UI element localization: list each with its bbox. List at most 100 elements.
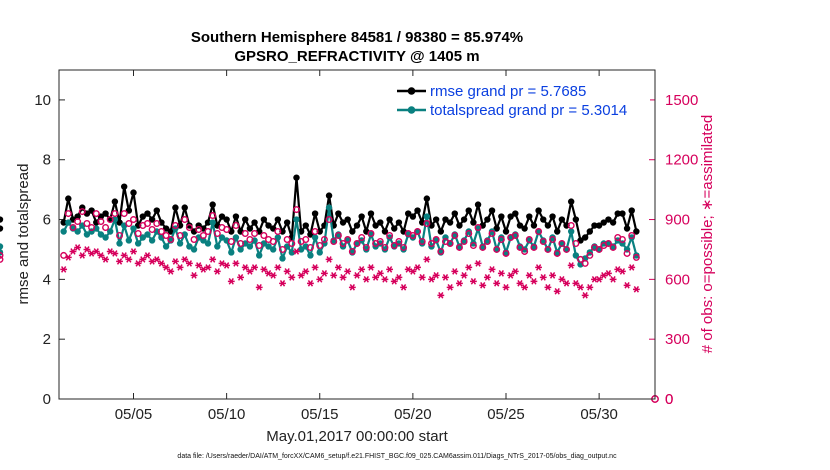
- data-point: [465, 207, 472, 214]
- data-point: [633, 228, 640, 235]
- data-point: [246, 243, 254, 250]
- data-point: [65, 219, 72, 226]
- data-point: [535, 207, 542, 214]
- data-point-possible: [632, 253, 640, 261]
- data-point: [372, 222, 379, 229]
- data-point-assimilated: [78, 252, 86, 259]
- data-point: [74, 228, 81, 235]
- data-point-possible: [567, 222, 575, 230]
- data-point: [204, 219, 212, 226]
- data-point-assimilated: [302, 268, 310, 275]
- data-file-footnote: data file: /Users/raeder/DAI/ATM_forcXX/…: [177, 453, 617, 460]
- data-point: [540, 216, 547, 223]
- data-point-assimilated: [418, 274, 426, 281]
- data-point: [554, 228, 561, 235]
- data-point-assimilated: [479, 282, 487, 289]
- data-point: [0, 216, 4, 223]
- data-point-assimilated: [172, 258, 179, 265]
- data-point-possible: [353, 239, 361, 247]
- data-point-possible: [381, 243, 389, 251]
- data-point-assimilated: [293, 248, 300, 255]
- series-line: [62, 206, 638, 266]
- data-point: [316, 249, 323, 256]
- data-point-assimilated: [442, 274, 449, 281]
- data-point: [311, 210, 319, 217]
- data-point-assimilated: [428, 276, 435, 283]
- data-point-possible: [311, 228, 319, 236]
- data-point-possible: [181, 216, 189, 224]
- data-point-assimilated: [507, 272, 515, 279]
- data-point: [549, 213, 556, 220]
- data-point-assimilated: [288, 274, 296, 281]
- data-point-assimilated: [572, 280, 580, 287]
- y-tick-label: 4: [43, 271, 51, 288]
- data-point-possible: [167, 235, 175, 243]
- data-point: [339, 219, 347, 226]
- data-point-assimilated: [125, 256, 133, 263]
- data-point-assimilated: [437, 291, 445, 299]
- data-point-assimilated: [241, 264, 249, 271]
- data-point-assimilated: [316, 276, 324, 283]
- chart-subtitle: GPSRO_REFRACTIVITY @ 1405 m: [234, 48, 479, 65]
- data-point-assimilated: [414, 264, 421, 271]
- data-point: [0, 225, 4, 232]
- data-point-assimilated: [605, 270, 612, 277]
- y2-tick-label: 1500: [665, 92, 698, 109]
- data-point: [521, 225, 528, 232]
- data-point: [558, 216, 566, 223]
- data-point-possible: [563, 245, 571, 253]
- data-point-possible: [609, 243, 617, 251]
- data-point: [456, 222, 463, 229]
- data-point: [83, 231, 91, 238]
- data-point: [134, 240, 142, 247]
- data-point-possible: [511, 231, 519, 239]
- data-point-possible: [204, 228, 212, 236]
- data-point-assimilated: [83, 246, 91, 253]
- data-point: [130, 225, 137, 232]
- data-point: [600, 219, 607, 226]
- data-point-possible: [325, 216, 333, 224]
- data-point-possible: [623, 249, 631, 257]
- data-point: [516, 222, 524, 229]
- data-point-possible: [260, 231, 268, 239]
- data-point-assimilated: [209, 256, 217, 263]
- data-point-assimilated: [386, 266, 393, 273]
- data-point-assimilated: [176, 264, 184, 271]
- data-point: [400, 246, 407, 253]
- x-axis-label: May.01,2017 00:00:00 start: [266, 428, 448, 445]
- data-point: [381, 246, 389, 253]
- data-point-possible: [469, 241, 477, 249]
- data-point-assimilated: [167, 268, 175, 275]
- data-point-possible: [199, 231, 207, 239]
- data-point-assimilated: [353, 272, 361, 279]
- data-point-assimilated: [409, 268, 417, 275]
- data-point: [265, 222, 272, 229]
- data-point-assimilated: [623, 282, 631, 289]
- legend: rmse grand pr = 5.7685 totalspread grand…: [394, 82, 650, 120]
- data-point-assimilated: [549, 272, 556, 279]
- data-point-possible: [558, 239, 566, 247]
- data-point-assimilated: [325, 256, 333, 263]
- data-point-assimilated: [251, 264, 258, 271]
- data-point: [414, 207, 421, 214]
- data-point-assimilated: [381, 276, 389, 283]
- data-point: [283, 219, 291, 226]
- data-point: [386, 216, 393, 223]
- data-point: [242, 216, 249, 223]
- axis-ticks: 0 2 4 6 8 10 0 300 600 900 1200 1500 05/05 05/10 05/15…: [34, 70, 698, 423]
- data-point-possible: [227, 237, 235, 245]
- data-point: [572, 252, 580, 259]
- data-point: [488, 228, 496, 235]
- data-point-possible: [83, 220, 91, 228]
- data-point-assimilated: [60, 266, 68, 273]
- data-point-assimilated: [456, 280, 463, 287]
- data-point-possible: [455, 243, 463, 251]
- data-point-possible: [367, 230, 375, 238]
- data-point-assimilated: [232, 260, 240, 267]
- data-point: [526, 213, 533, 220]
- data-point: [148, 237, 156, 244]
- data-point: [391, 225, 398, 232]
- data-point-assimilated: [581, 291, 589, 299]
- data-point: [591, 222, 598, 229]
- data-point-assimilated: [227, 278, 235, 285]
